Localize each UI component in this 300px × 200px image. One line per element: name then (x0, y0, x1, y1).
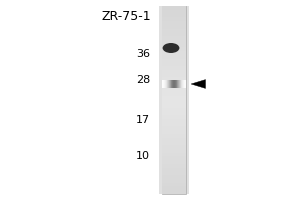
Bar (162, 175, 186, 179)
Bar (162, 55, 186, 59)
Bar (162, 130, 186, 134)
Bar (162, 36, 186, 40)
Bar (162, 153, 186, 156)
Bar (166, 80, 167, 88)
Bar (162, 6, 186, 10)
Text: 36: 36 (136, 49, 150, 59)
Bar (162, 44, 186, 47)
Bar (162, 119, 186, 123)
Polygon shape (191, 80, 206, 88)
Bar (174, 80, 175, 88)
Bar (162, 51, 186, 55)
Bar (162, 74, 186, 77)
Bar (162, 59, 186, 62)
Bar (181, 80, 182, 88)
Bar (162, 100, 186, 104)
Bar (162, 89, 186, 92)
Text: 28: 28 (136, 75, 150, 85)
Bar (162, 104, 186, 108)
Bar (185, 80, 186, 88)
Bar (162, 123, 186, 126)
Bar (162, 108, 186, 111)
Bar (162, 138, 186, 141)
Bar (162, 85, 186, 89)
Bar (167, 80, 168, 88)
Bar (162, 115, 186, 119)
Bar (162, 186, 186, 190)
Bar (175, 80, 176, 88)
Bar (162, 81, 186, 85)
Bar (162, 25, 186, 29)
Bar (159, 6, 189, 194)
Bar (162, 149, 186, 153)
Bar (163, 80, 164, 88)
Bar (162, 160, 186, 164)
Bar (164, 80, 165, 88)
Bar (171, 80, 172, 88)
Bar (162, 141, 186, 145)
Text: 10: 10 (136, 151, 150, 161)
Bar (162, 80, 163, 88)
Bar (170, 80, 171, 88)
Bar (162, 29, 186, 32)
Bar (173, 80, 174, 88)
Bar (183, 80, 184, 88)
Bar (162, 156, 186, 160)
Bar (182, 80, 183, 88)
Bar (162, 96, 186, 100)
Bar (162, 183, 186, 186)
Bar (162, 10, 186, 14)
Bar (162, 190, 186, 194)
Bar (162, 164, 186, 168)
Text: ZR-75-1: ZR-75-1 (101, 10, 151, 23)
Bar (162, 171, 186, 175)
Bar (162, 14, 186, 17)
Bar (177, 80, 178, 88)
Text: 17: 17 (136, 115, 150, 125)
Bar (162, 66, 186, 70)
Bar (169, 80, 170, 88)
Bar (179, 80, 180, 88)
Bar (162, 62, 186, 66)
Bar (165, 80, 166, 88)
Bar (169, 80, 170, 88)
Bar (184, 80, 185, 88)
Bar (180, 80, 181, 88)
Bar (162, 40, 186, 44)
Bar (168, 80, 169, 88)
Bar (178, 80, 179, 88)
Bar (162, 179, 186, 183)
Bar (162, 168, 186, 171)
Bar (162, 77, 186, 81)
Bar (162, 92, 186, 96)
Ellipse shape (163, 43, 179, 53)
Bar (162, 21, 186, 25)
Bar (162, 6, 186, 194)
Bar (162, 126, 186, 130)
Bar (172, 80, 173, 88)
Bar (162, 47, 186, 51)
Bar (162, 17, 186, 21)
Bar (162, 32, 186, 36)
Bar (162, 70, 186, 74)
Bar (162, 134, 186, 138)
Bar (162, 145, 186, 149)
Bar (176, 80, 177, 88)
Bar (162, 111, 186, 115)
